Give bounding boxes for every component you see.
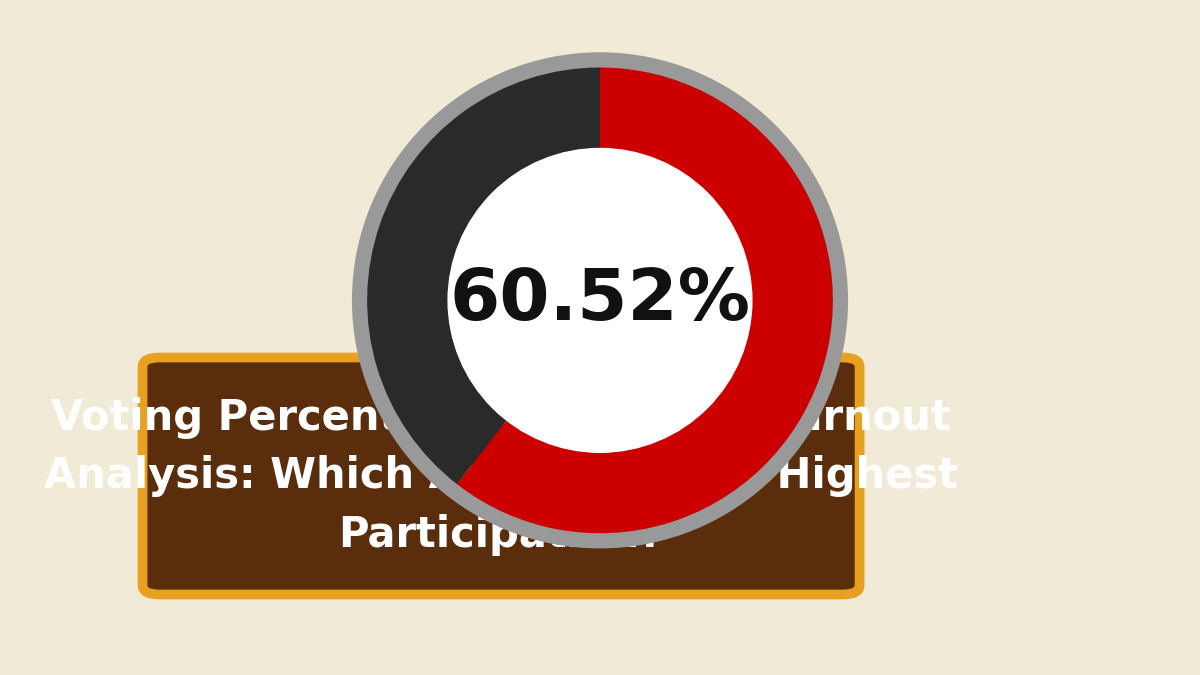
Wedge shape bbox=[457, 68, 833, 533]
Wedge shape bbox=[352, 53, 848, 548]
Text: Voting Percentage in Haryana Turnout
Analysis: Which Areas Had the Highest
Parti: Voting Percentage in Haryana Turnout Ana… bbox=[44, 396, 958, 556]
Wedge shape bbox=[367, 68, 600, 484]
Circle shape bbox=[448, 148, 752, 452]
Text: 60.52%: 60.52% bbox=[450, 266, 750, 335]
FancyBboxPatch shape bbox=[143, 358, 859, 595]
